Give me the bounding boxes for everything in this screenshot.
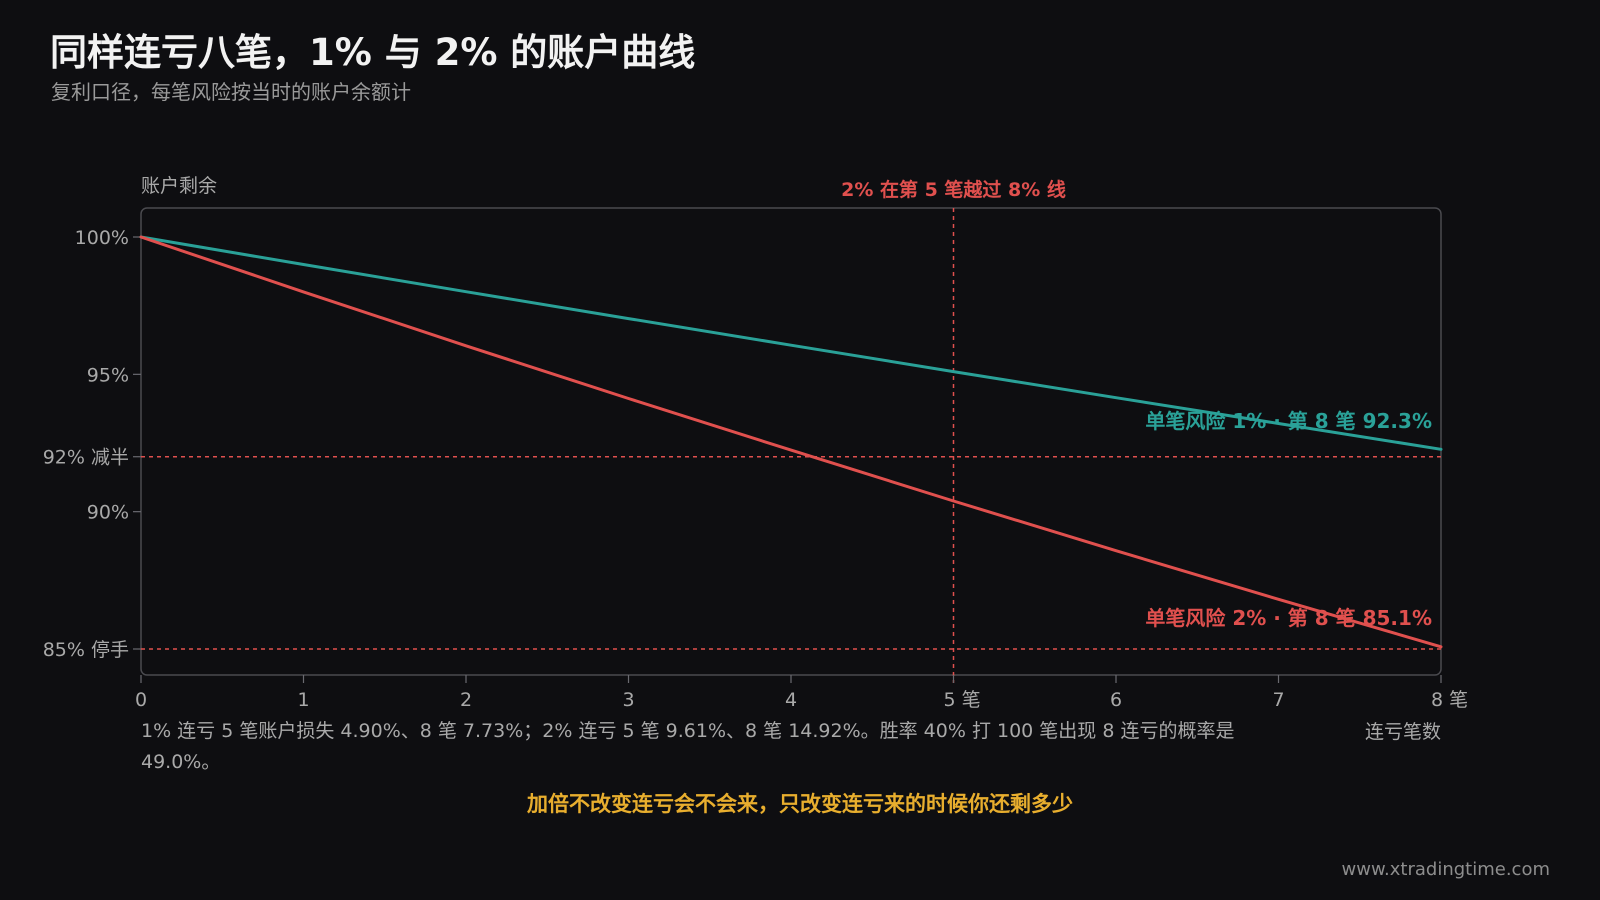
reference-lines: 2% 在第 5 笔越过 8% 线 (141, 178, 1441, 683)
y-tick-label: 92% 减半 (43, 447, 129, 469)
x-tick-label: 0 (135, 689, 147, 711)
x-tick-label: 4 (785, 689, 797, 711)
x-tick-label: 3 (622, 689, 634, 711)
x-axis-ticks: 0 1 2 3 4 5 笔 6 7 8 笔 (135, 675, 1468, 711)
series-end-label-2: 单笔风险 2% · 第 8 笔 85.1% (1145, 606, 1432, 630)
x-axis-title: 连亏笔数 (1365, 721, 1441, 743)
series-lines (139, 235, 1443, 649)
x-tick-label: 6 (1110, 689, 1122, 711)
y-tick-label: 85% 停手 (43, 639, 129, 661)
x-tick-label: 5 笔 (944, 689, 981, 711)
x-tick-label: 7 (1272, 689, 1284, 711)
y-tick-label: 100% (75, 227, 129, 249)
page-title: 同样连亏八笔，1% 与 2% 的账户曲线 (50, 31, 696, 74)
page-subtitle: 复利口径，每笔风险按当时的账户余额计 (51, 80, 411, 104)
y-tick-label: 95% (87, 364, 129, 386)
x-tick-label: 2 (460, 689, 472, 711)
series-end-labels: 单笔风险 1% · 第 8 笔 92.3% 单笔风险 2% · 第 8 笔 85.… (1145, 409, 1432, 630)
y-axis-ticks: 100% 95% 92% 减半 90% 85% 停手 (43, 227, 141, 661)
series-line-1 (139, 235, 1443, 451)
series-line-2 (139, 235, 1443, 649)
x-tick-label: 1 (297, 689, 309, 711)
site-url: www.xtradingtime.com (1341, 859, 1550, 880)
y-tick-label: 90% (87, 502, 129, 524)
conclusion-text: 加倍不改变连亏会不会来，只改变连亏来的时候你还剩多少 (527, 792, 1073, 816)
plot-frame (140, 207, 1442, 676)
x-tick-label: 8 笔 (1431, 689, 1468, 711)
ref-line-annotation: 2% 在第 5 笔越过 8% 线 (841, 178, 1066, 201)
y-axis-title: 账户剩余 (141, 175, 217, 197)
series-end-label-1: 单笔风险 1% · 第 8 笔 92.3% (1145, 409, 1432, 433)
summary-text: 1% 连亏 5 笔账户损失 4.90%、8 笔 7.73%；2% 连亏 5 笔 … (141, 720, 1235, 773)
